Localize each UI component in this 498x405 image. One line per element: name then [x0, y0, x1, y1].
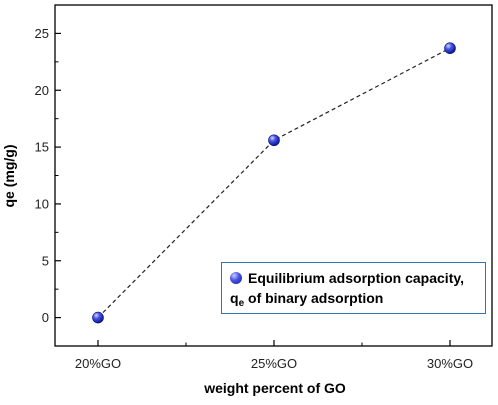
legend-marker-icon [230, 272, 242, 284]
legend: Equilibrium adsorption capacity, qe of b… [221, 262, 486, 314]
y-tick-label: 15 [35, 140, 49, 155]
y-axis: 0 5 10 15 20 25 [35, 26, 61, 325]
y-tick-label: 20 [35, 83, 49, 98]
legend-label-line2: qe of binary adsorption [230, 290, 384, 309]
x-tick-label: 25%GO [251, 356, 297, 371]
y-tick-label: 5 [42, 253, 49, 268]
data-point [92, 311, 104, 324]
legend-entry: Equilibrium adsorption capacity, [230, 270, 464, 286]
data-point [268, 134, 280, 147]
data-point [444, 42, 456, 54]
x-axis-title: weight percent of GO [203, 380, 346, 396]
y-tick-label: 10 [35, 196, 49, 211]
y-axis-title: qe (mg/g) [1, 145, 17, 208]
y-tick-label: 0 [42, 310, 49, 325]
x-tick-label: 30%GO [427, 356, 473, 371]
y-tick-label: 25 [35, 26, 49, 41]
x-tick-label: 20%GO [75, 356, 121, 371]
series-group [92, 42, 456, 324]
legend-label-line1: Equilibrium adsorption capacity, [248, 270, 464, 286]
x-axis: 20%GO 25%GO 30%GO [75, 340, 473, 371]
